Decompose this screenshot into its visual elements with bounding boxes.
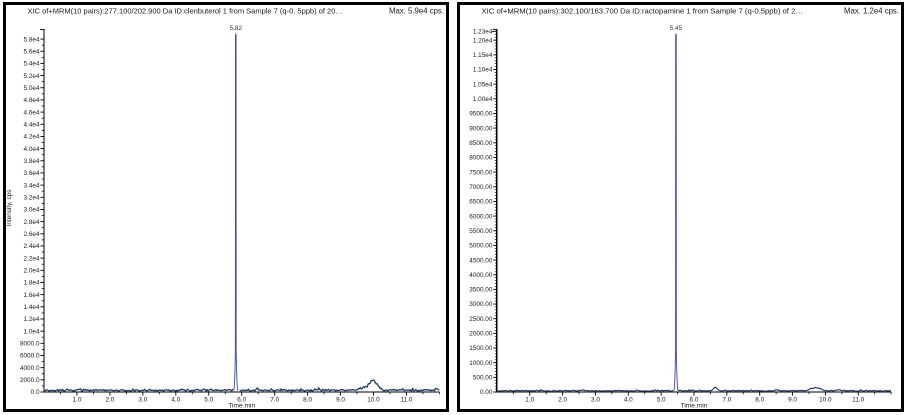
svg-text:Max. 1.2e4 cps.: Max. 1.2e4 cps. [844,7,899,16]
svg-text:8.0: 8.0 [303,396,312,403]
svg-text:6.0: 6.0 [237,396,246,403]
svg-text:5.0: 5.0 [657,396,666,403]
svg-text:XIC of+MRM(10 pairs):277.100/2: XIC of+MRM(10 pairs):277.100/202.900 Da … [28,7,343,16]
svg-text:4.0e4: 4.0e4 [24,146,40,153]
svg-text:5.0: 5.0 [204,396,213,403]
svg-text:3000.00: 3000.00 [469,301,493,308]
svg-text:2.2e4: 2.2e4 [24,255,40,262]
svg-text:XIC of+MRM(10 pairs):302.100/1: XIC of+MRM(10 pairs):302.100/163.700 Da … [482,7,804,16]
svg-text:4.4e4: 4.4e4 [24,121,40,128]
svg-text:0.00: 0.00 [480,389,493,396]
svg-text:1.20e4: 1.20e4 [473,37,493,44]
svg-text:1.0: 1.0 [525,396,534,403]
svg-text:2.6e4: 2.6e4 [24,231,40,238]
svg-text:7.0: 7.0 [270,396,279,403]
svg-text:9.0: 9.0 [336,396,345,403]
svg-text:11.0: 11.0 [852,396,864,403]
svg-text:4000.0: 4000.0 [20,365,40,372]
svg-text:4.8e4: 4.8e4 [24,97,40,104]
svg-text:1.23e4: 1.23e4 [473,29,493,36]
svg-text:4.0: 4.0 [624,396,633,403]
svg-text:4000.00: 4000.00 [469,272,493,279]
svg-text:8000.0: 8000.0 [20,341,40,348]
svg-text:1.4e4: 1.4e4 [24,304,40,311]
svg-text:5.4e4: 5.4e4 [24,61,40,68]
svg-text:Max. 5.9e4 cps.: Max. 5.9e4 cps. [389,7,444,16]
svg-text:1000.00: 1000.00 [469,360,493,367]
svg-text:1.15e4: 1.15e4 [473,52,493,59]
svg-text:3.2e4: 3.2e4 [24,194,40,201]
svg-text:4.0: 4.0 [171,396,180,403]
svg-text:1.10e4: 1.10e4 [473,67,493,74]
svg-text:6000.0: 6000.0 [20,353,40,360]
svg-text:6.0: 6.0 [690,396,699,403]
svg-text:Time.min: Time.min [228,402,255,409]
svg-text:Intensity, cps: Intensity, cps [6,190,13,227]
svg-text:10.0: 10.0 [819,396,832,403]
svg-text:4.6e4: 4.6e4 [24,109,40,116]
svg-text:2.0e4: 2.0e4 [24,268,40,275]
svg-text:9.0: 9.0 [788,396,797,403]
svg-text:2.0: 2.0 [558,396,567,403]
svg-text:1.2e4: 1.2e4 [24,316,40,323]
svg-text:3.0: 3.0 [138,396,147,403]
svg-text:1.8e4: 1.8e4 [24,280,40,287]
svg-text:8000.00: 8000.00 [469,155,493,162]
svg-text:2.8e4: 2.8e4 [24,219,40,226]
svg-text:3.6e4: 3.6e4 [24,170,40,177]
svg-text:1.0: 1.0 [73,396,82,403]
svg-text:5.82: 5.82 [230,25,243,32]
svg-text:2500.00: 2500.00 [469,316,493,323]
svg-text:5.2e4: 5.2e4 [24,73,40,80]
svg-text:7.0: 7.0 [722,396,731,403]
svg-text:5.6e4: 5.6e4 [24,48,40,55]
svg-text:1500.00: 1500.00 [469,345,493,352]
svg-text:Time.min: Time.min [681,402,708,409]
svg-text:1.6e4: 1.6e4 [24,292,40,299]
svg-text:8500.00: 8500.00 [469,140,493,147]
svg-text:0.0: 0.0 [31,389,40,396]
svg-text:7000.00: 7000.00 [469,184,493,191]
svg-text:3.0e4: 3.0e4 [24,207,40,214]
svg-text:10.0: 10.0 [367,396,380,403]
svg-text:5500.00: 5500.00 [469,228,493,235]
svg-text:2000.0: 2000.0 [20,377,40,384]
svg-text:2.0: 2.0 [105,396,114,403]
svg-text:1.0e4: 1.0e4 [24,328,40,335]
svg-text:5.0e4: 5.0e4 [24,85,40,92]
svg-text:8.0: 8.0 [755,396,764,403]
svg-text:1.00e4: 1.00e4 [473,96,493,103]
svg-text:2.4e4: 2.4e4 [24,243,40,250]
svg-text:3.4e4: 3.4e4 [24,182,40,189]
svg-text:9000.00: 9000.00 [469,125,493,132]
svg-text:5.45: 5.45 [670,25,683,32]
svg-text:6000.00: 6000.00 [469,213,493,220]
svg-text:4500.00: 4500.00 [469,257,493,264]
svg-text:6500.00: 6500.00 [469,199,493,206]
svg-text:4.2e4: 4.2e4 [24,134,40,141]
svg-text:7500.00: 7500.00 [469,169,493,176]
svg-text:5000.00: 5000.00 [469,243,493,250]
svg-text:2000.00: 2000.00 [469,331,493,338]
svg-text:9500.00: 9500.00 [469,111,493,118]
svg-text:5.8e4: 5.8e4 [24,36,40,43]
svg-text:3.0: 3.0 [591,396,600,403]
svg-text:500.00: 500.00 [473,375,493,382]
svg-text:3500.00: 3500.00 [469,287,493,294]
svg-text:3.8e4: 3.8e4 [24,158,40,165]
svg-text:1.05e4: 1.05e4 [473,81,493,88]
svg-text:11.0: 11.0 [400,396,412,403]
